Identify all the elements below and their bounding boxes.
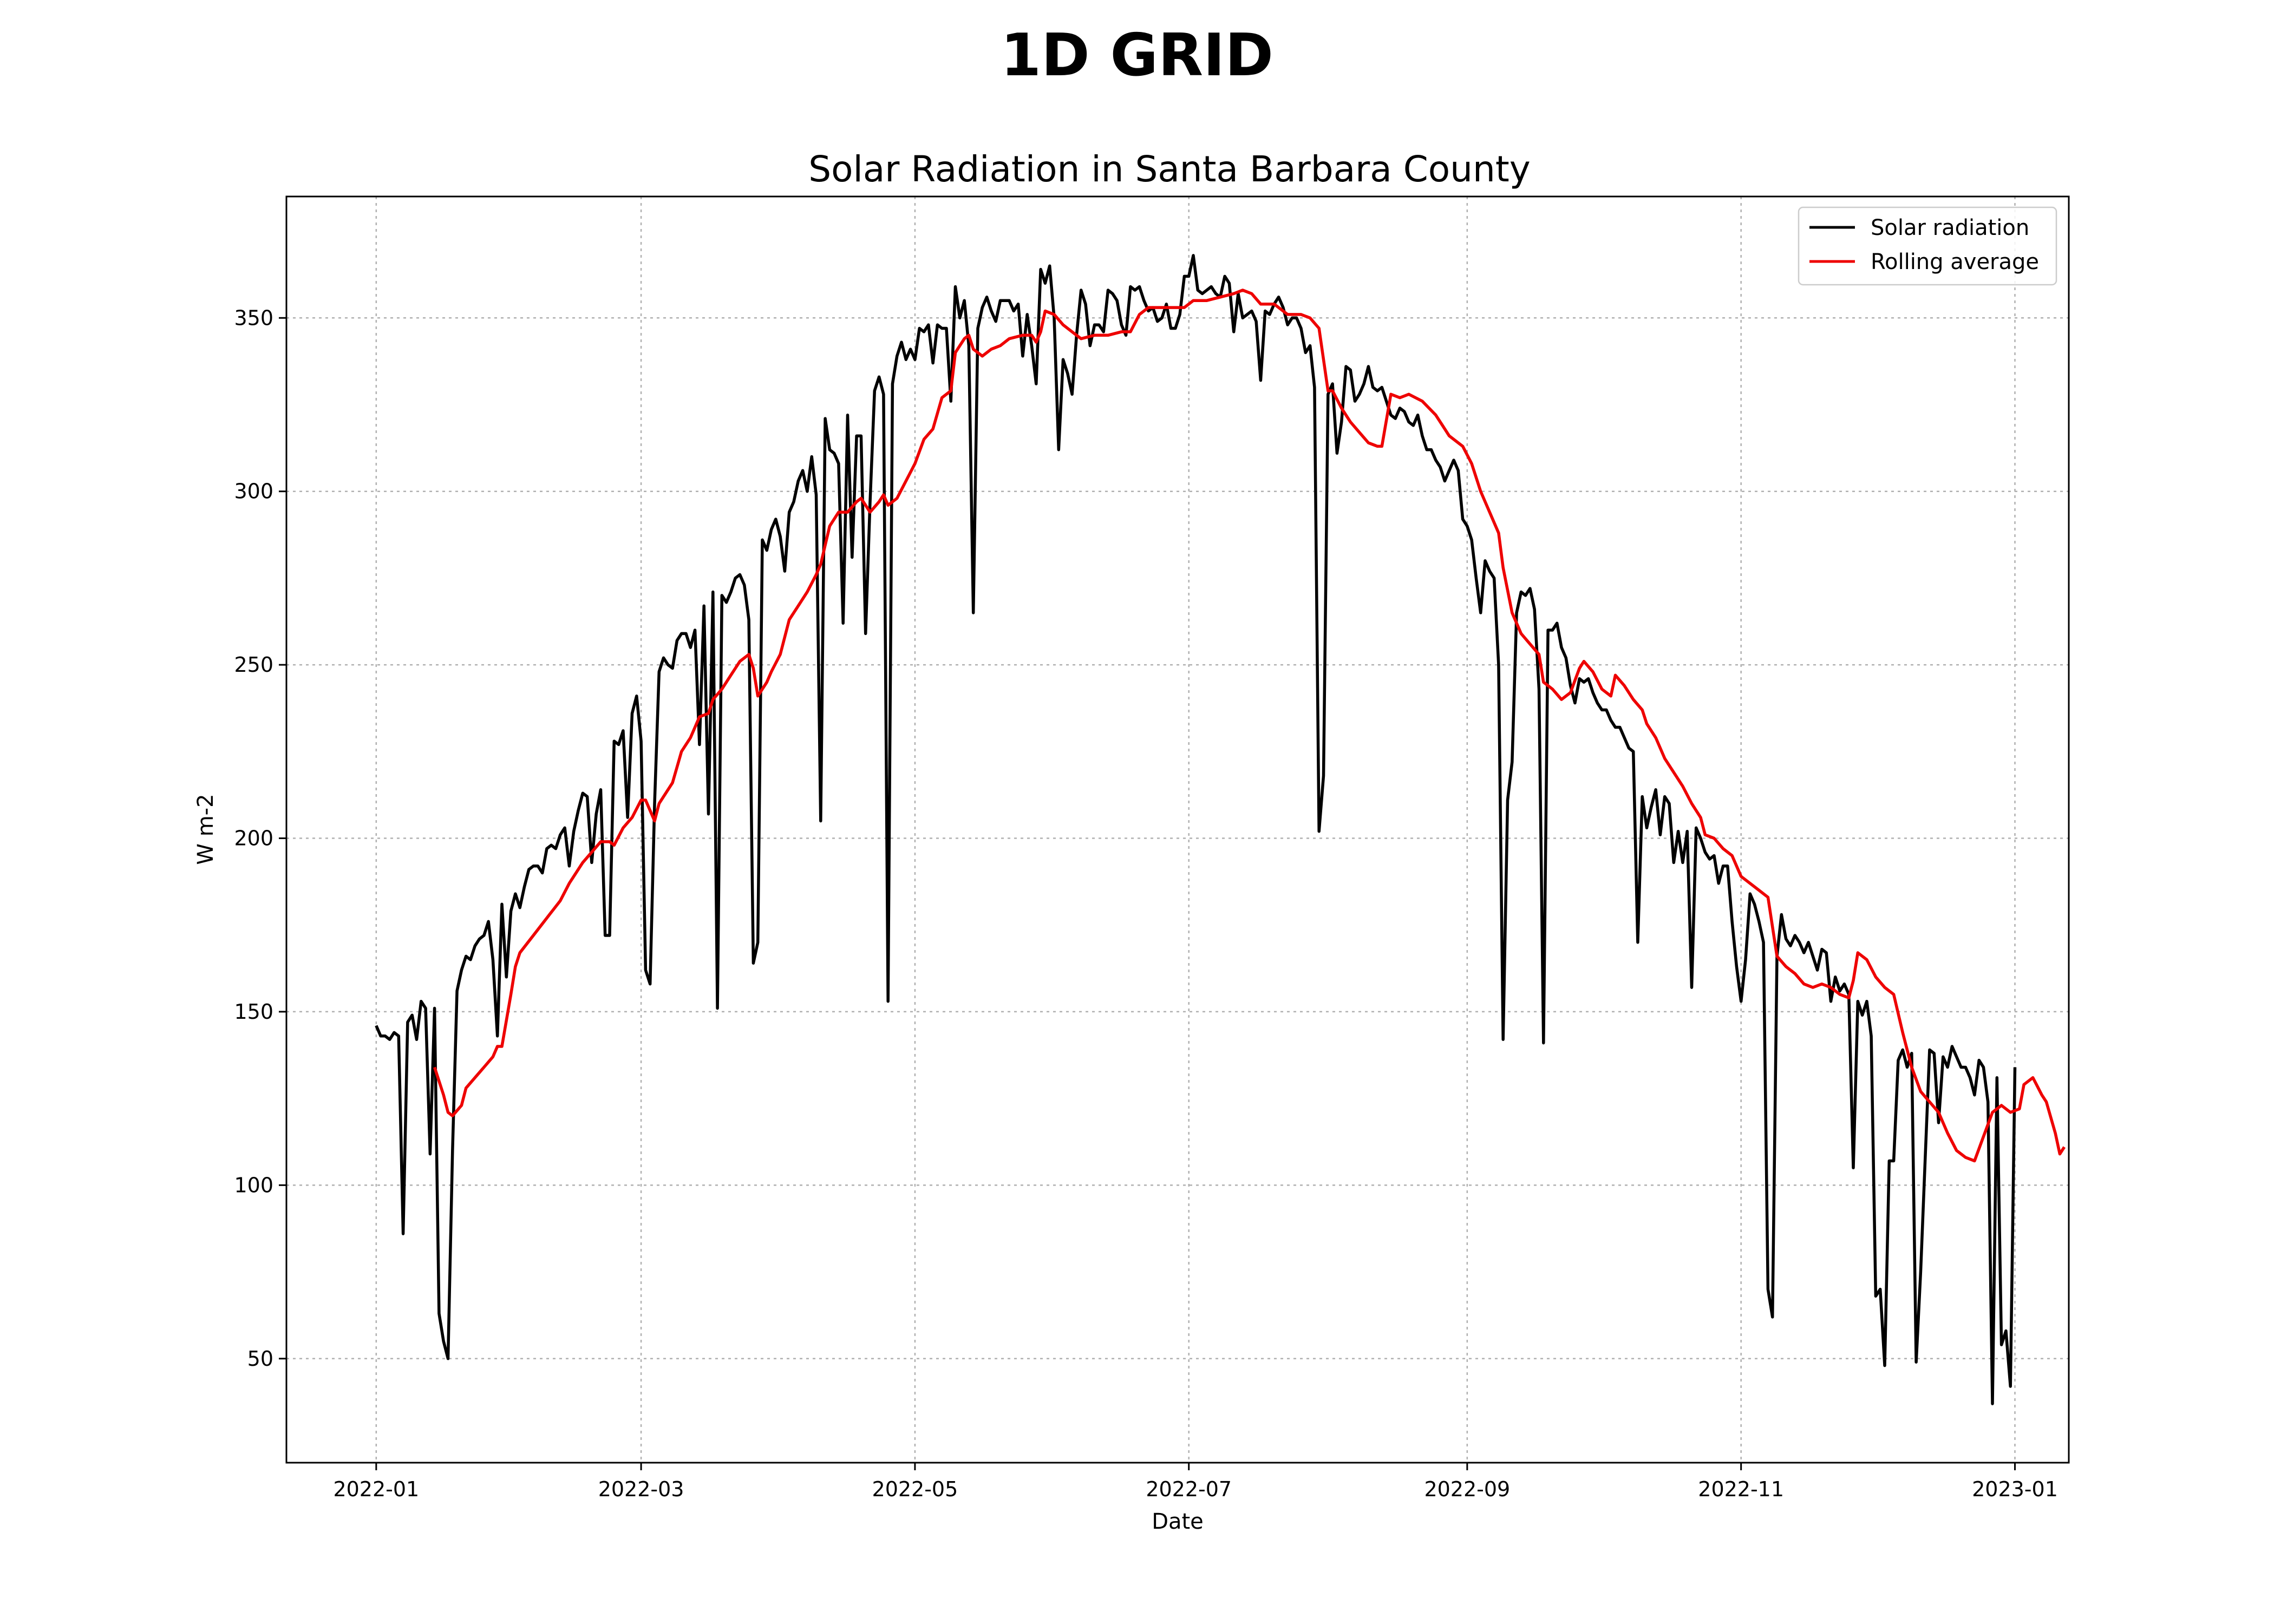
y-axis: 50 100 150 200 250 300 350 (234, 306, 286, 1371)
chart-title: Solar Radiation in Santa Barbara County (808, 148, 1531, 190)
legend-label-rolling-average: Rolling average (1871, 250, 2039, 274)
y-tick-label: 200 (234, 827, 273, 850)
x-tick-label: 2023-01 (1972, 1477, 2058, 1501)
figure-suptitle: 1D GRID (1000, 22, 1274, 89)
solar-radiation-line (375, 254, 2017, 1405)
legend: Solar radiation Rolling average (1798, 206, 2057, 286)
legend-label-solar-radiation: Solar radiation (1871, 215, 2029, 240)
y-tick-label: 350 (234, 306, 273, 330)
x-tick-label: 2022-03 (598, 1477, 684, 1501)
legend-box (1798, 206, 2057, 286)
x-tick-label: 2022-05 (872, 1477, 958, 1501)
plot-frame (285, 195, 2070, 1464)
y-tick-label: 300 (234, 480, 273, 503)
x-tick-label: 2022-01 (333, 1477, 419, 1501)
y-tick-label: 50 (247, 1347, 273, 1371)
y-tick-label: 250 (234, 653, 273, 677)
y-axis-label: W m-2 (193, 794, 218, 865)
x-tick-label: 2022-09 (1424, 1477, 1510, 1501)
series-layer (375, 254, 2066, 1405)
y-tick-label: 100 (234, 1173, 273, 1197)
x-tick-label: 2022-07 (1146, 1477, 1232, 1501)
grid-lines (286, 197, 2069, 1463)
y-tick-label: 150 (234, 1000, 273, 1024)
rolling-average-line (433, 289, 2066, 1163)
x-axis-label: Date (1152, 1509, 1204, 1534)
x-axis: 2022-01 2022-03 2022-05 2022-07 2022-09 2022-… (333, 1463, 2058, 1501)
x-tick-label: 2022-11 (1698, 1477, 1784, 1501)
